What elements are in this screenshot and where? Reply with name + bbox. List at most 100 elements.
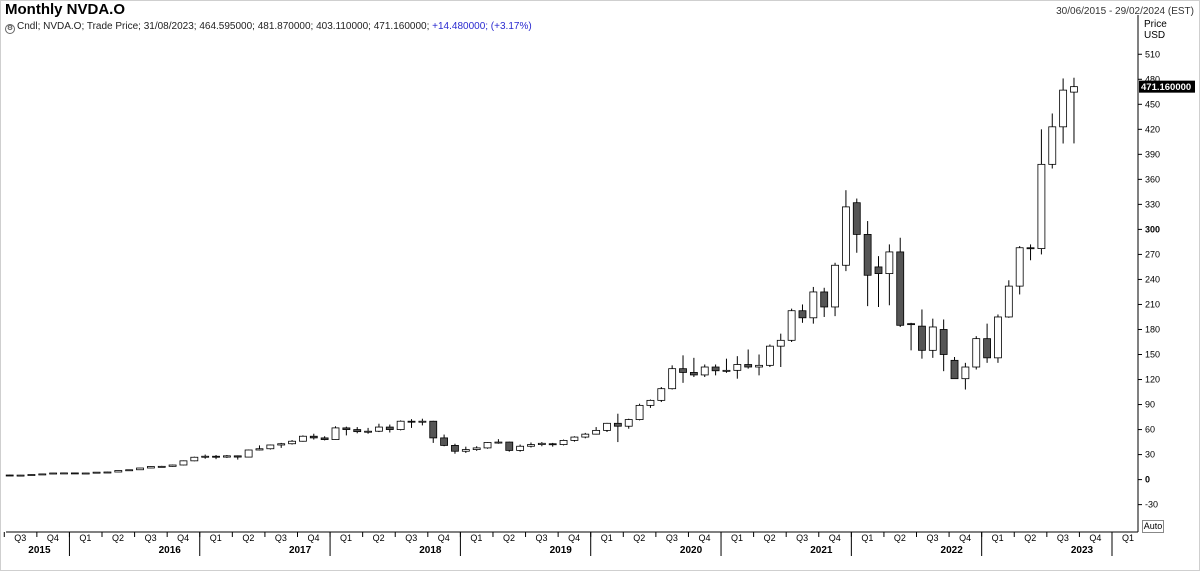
candle-body	[299, 435, 307, 442]
candle-body	[16, 474, 25, 477]
candle	[49, 472, 58, 475]
x-year-label: 2015	[28, 545, 51, 556]
candle-body	[635, 404, 644, 420]
y-tick-label: 420	[1145, 124, 1160, 134]
y-tick-label: 300	[1145, 224, 1160, 234]
candle	[972, 336, 981, 370]
candle-body	[559, 440, 568, 445]
candle	[885, 244, 894, 306]
candle	[179, 460, 188, 466]
candle	[190, 456, 199, 462]
candle	[320, 436, 329, 441]
candle-body	[939, 329, 948, 355]
candle	[559, 439, 568, 446]
date-range: 30/06/2015 - 29/02/2024 (EST)	[1056, 6, 1194, 17]
x-quarter-label: Q1	[1122, 533, 1134, 543]
candle	[38, 473, 47, 476]
candle	[233, 455, 242, 460]
candle-body	[527, 444, 535, 447]
candle	[494, 439, 503, 444]
x-quarter-label: Q4	[698, 533, 710, 543]
settings-icon[interactable]: ⚙	[5, 24, 15, 34]
candle	[483, 442, 492, 449]
candle-body	[852, 202, 861, 235]
candle	[570, 436, 579, 442]
candle	[255, 445, 264, 451]
x-year-label: 2016	[159, 545, 182, 556]
x-year-label: 2020	[680, 545, 703, 556]
candle	[418, 418, 427, 426]
candle-body	[157, 465, 166, 468]
candle	[505, 441, 514, 452]
x-quarter-label: Q4	[568, 533, 580, 543]
candle	[603, 422, 611, 433]
candle-body	[81, 472, 90, 475]
candle-body	[364, 430, 372, 433]
candle-body	[613, 422, 622, 427]
auto-scale-button[interactable]: Auto	[1142, 520, 1164, 533]
candle-body	[516, 445, 525, 451]
candle	[646, 399, 655, 408]
candle-body	[874, 266, 883, 275]
candle-body	[994, 316, 1002, 359]
legend-change: +14.480000; (+3.17%)	[432, 21, 532, 32]
candle-body	[277, 443, 286, 446]
candle-body	[961, 366, 970, 380]
y-tick-label: 510	[1145, 49, 1160, 59]
candle-body	[1026, 247, 1035, 250]
x-quarter-label: Q4	[307, 533, 319, 543]
candle	[125, 469, 134, 472]
candle-body	[1004, 285, 1013, 318]
candle	[60, 472, 68, 475]
candle	[1059, 78, 1068, 144]
x-quarter-label: Q2	[633, 533, 645, 543]
candle-body	[483, 442, 492, 449]
candle	[146, 466, 155, 469]
x-quarter-label: Q1	[731, 533, 743, 543]
series-legend[interactable]: ⚙ Cndl; NVDA.O; Trade Price; 31/08/2023; …	[5, 21, 532, 34]
candle	[299, 435, 307, 442]
candle-body	[820, 291, 829, 308]
candle	[288, 439, 296, 445]
candle	[1070, 77, 1078, 144]
x-quarter-label: Q3	[145, 533, 157, 543]
candle-body	[494, 441, 503, 444]
x-quarter-label: Q3	[14, 533, 26, 543]
candle-body	[570, 436, 579, 441]
candle	[852, 198, 861, 253]
x-quarter-label: Q1	[861, 533, 873, 543]
x-quarter-label: Q4	[177, 533, 189, 543]
candle	[668, 365, 677, 390]
candle	[309, 433, 318, 440]
candle-body	[548, 443, 557, 446]
candle	[222, 454, 231, 458]
candle	[103, 471, 112, 474]
candle-body	[266, 444, 275, 450]
x-quarter-label: Q3	[666, 533, 678, 543]
candle	[831, 262, 839, 317]
candle	[766, 344, 774, 368]
x-year-label: 2018	[419, 545, 442, 556]
candle-body	[244, 449, 253, 458]
candle-body	[668, 368, 677, 390]
candle	[331, 426, 340, 440]
candle-body	[70, 472, 79, 475]
candle	[385, 424, 394, 433]
x-quarter-label: Q2	[1024, 533, 1036, 543]
candle	[592, 427, 601, 435]
candle	[27, 474, 36, 476]
x-quarter-label: Q2	[894, 533, 906, 543]
x-year-label: 2023	[1071, 545, 1094, 556]
candle	[939, 319, 948, 372]
candle-body	[309, 435, 318, 439]
candle-body	[331, 427, 340, 440]
candle	[679, 355, 687, 383]
candle-body	[103, 471, 112, 474]
candle-body	[624, 419, 633, 427]
axis-unit-currency: USD	[1144, 30, 1166, 41]
candle	[657, 387, 666, 403]
candle	[92, 471, 101, 474]
x-quarter-label: Q2	[503, 533, 515, 543]
candle-body	[1015, 247, 1024, 287]
